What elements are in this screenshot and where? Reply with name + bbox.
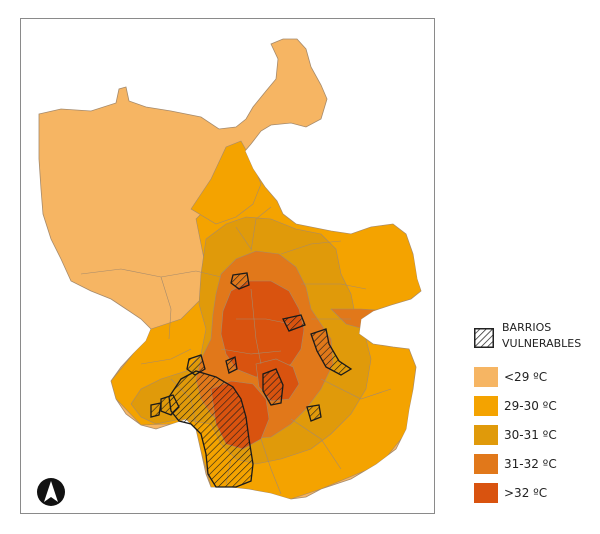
vulnerable-area-east [310, 328, 353, 376]
legend-vulnerable-label: BARRIOS VULNERABLES [502, 320, 581, 352]
legend-title-line2: VULNERABLES [502, 337, 582, 350]
legend-item: <29 ºC [472, 367, 597, 387]
map-legend: BARRIOS VULNERABLES <29 ºC 29-30 ºC 30-31 … [472, 318, 597, 503]
legend-label: 31-32 ºC [504, 457, 557, 471]
legend-swatch [474, 396, 498, 416]
vulnerable-area-west-2 [186, 354, 206, 376]
legend-swatch [474, 483, 498, 503]
legend-item: 29-30 ºC [472, 396, 597, 416]
zone-over-32-core [220, 280, 305, 378]
vulnerable-area-west-3 [150, 402, 162, 418]
legend-title-line1: BARRIOS [502, 321, 552, 334]
legend-item: 31-32 ºC [472, 454, 597, 474]
vulnerable-area-south-west [168, 370, 254, 488]
legend-label: 30-31 ºC [504, 428, 557, 442]
legend-items: <29 ºC 29-30 ºC 30-31 ºC 31-32 ºC >32 ºC [472, 367, 597, 503]
vulnerable-area-southeast [306, 404, 322, 422]
legend-item: 30-31 ºC [472, 425, 597, 445]
legend-label: >32 ºC [504, 486, 548, 500]
vulnerable-area-west [160, 394, 180, 416]
vulnerable-area-centre [225, 356, 238, 374]
legend-item: >32 ºC [472, 483, 597, 503]
north-arrow-icon [35, 476, 67, 512]
legend-swatch [474, 367, 498, 387]
legend-label: 29-30 ºC [504, 399, 557, 413]
vulnerable-neighbourhoods [150, 272, 353, 488]
map-frame [20, 18, 435, 514]
temperature-map [38, 38, 422, 500]
legend-swatch [474, 425, 498, 445]
legend-label: <29 ºC [504, 370, 548, 384]
legend-swatch [474, 454, 498, 474]
hatch-swatch-icon [474, 328, 494, 348]
legend-vulnerable-row: BARRIOS VULNERABLES [472, 318, 597, 358]
vulnerable-area-north [230, 272, 250, 290]
vulnerable-area-centre-south [262, 368, 284, 406]
vulnerable-area-centre-east [282, 314, 306, 332]
